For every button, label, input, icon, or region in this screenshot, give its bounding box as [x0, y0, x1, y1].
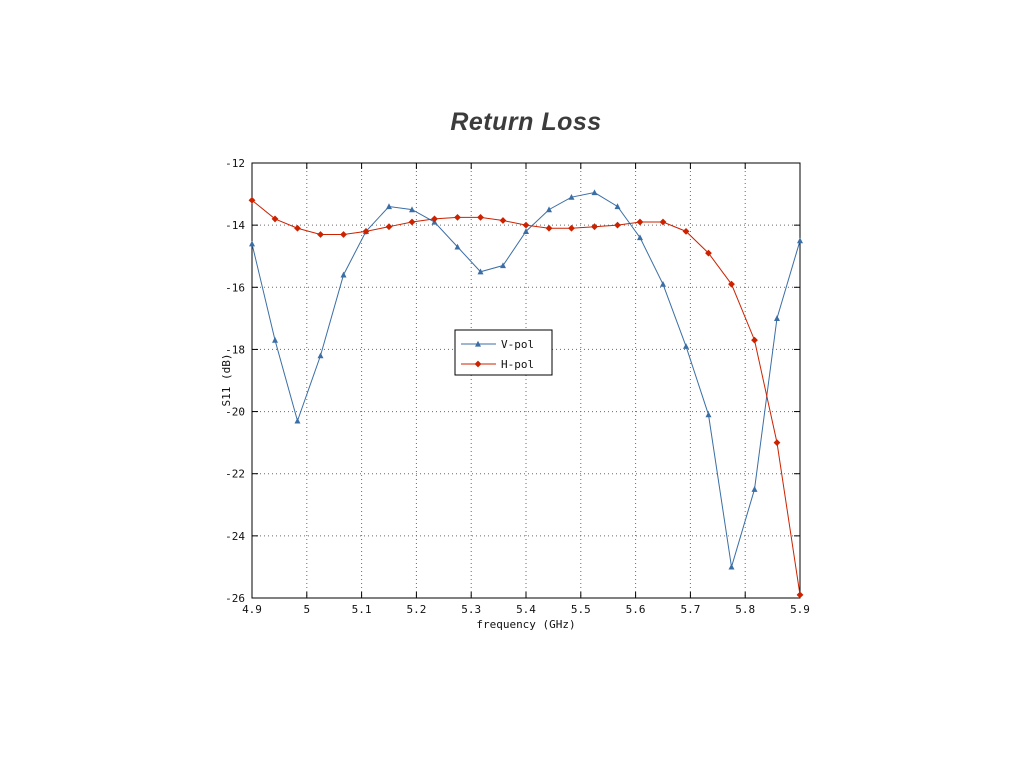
tick-marks: [251, 162, 801, 599]
x-tick-labels: 4.9 5 5.1 5.2 5.3 5.4 5.5 5.6 5.7 5.8 5.9: [242, 603, 810, 616]
svg-text:-26: -26: [225, 592, 245, 605]
svg-text:-14: -14: [225, 219, 245, 232]
x-axis-label: frequency (GHz): [476, 618, 576, 631]
svg-text:5.5: 5.5: [571, 603, 591, 616]
svg-text:5.6: 5.6: [626, 603, 646, 616]
series-h-pol: [248, 196, 804, 599]
svg-text:-22: -22: [225, 468, 245, 481]
legend-box: [454, 329, 553, 376]
svg-text:5.3: 5.3: [461, 603, 481, 616]
svg-text:-18: -18: [225, 343, 245, 356]
series-v-pol: [249, 189, 803, 570]
svg-text:-12: -12: [225, 157, 245, 170]
svg-text:5.8: 5.8: [735, 603, 755, 616]
svg-text:5.9: 5.9: [790, 603, 810, 616]
svg-text:4.9: 4.9: [242, 603, 262, 616]
svg-text:-20: -20: [225, 406, 245, 419]
legend-label-h-pol: H-pol: [501, 358, 534, 371]
svg-text:5.2: 5.2: [406, 603, 426, 616]
svg-text:5.1: 5.1: [352, 603, 372, 616]
y-tick-labels: -26 -24 -22 -20 -18 -16 -14 -12: [225, 157, 245, 605]
svg-text:5.7: 5.7: [680, 603, 700, 616]
svg-text:-24: -24: [225, 530, 245, 543]
legend-label-v-pol: V-pol: [501, 338, 534, 351]
svg-text:-16: -16: [225, 281, 245, 294]
chart-title: Return Loss: [450, 108, 602, 136]
svg-text:5: 5: [303, 603, 310, 616]
svg-text:5.4: 5.4: [516, 603, 536, 616]
legend: V-pol H-pol: [454, 329, 553, 376]
